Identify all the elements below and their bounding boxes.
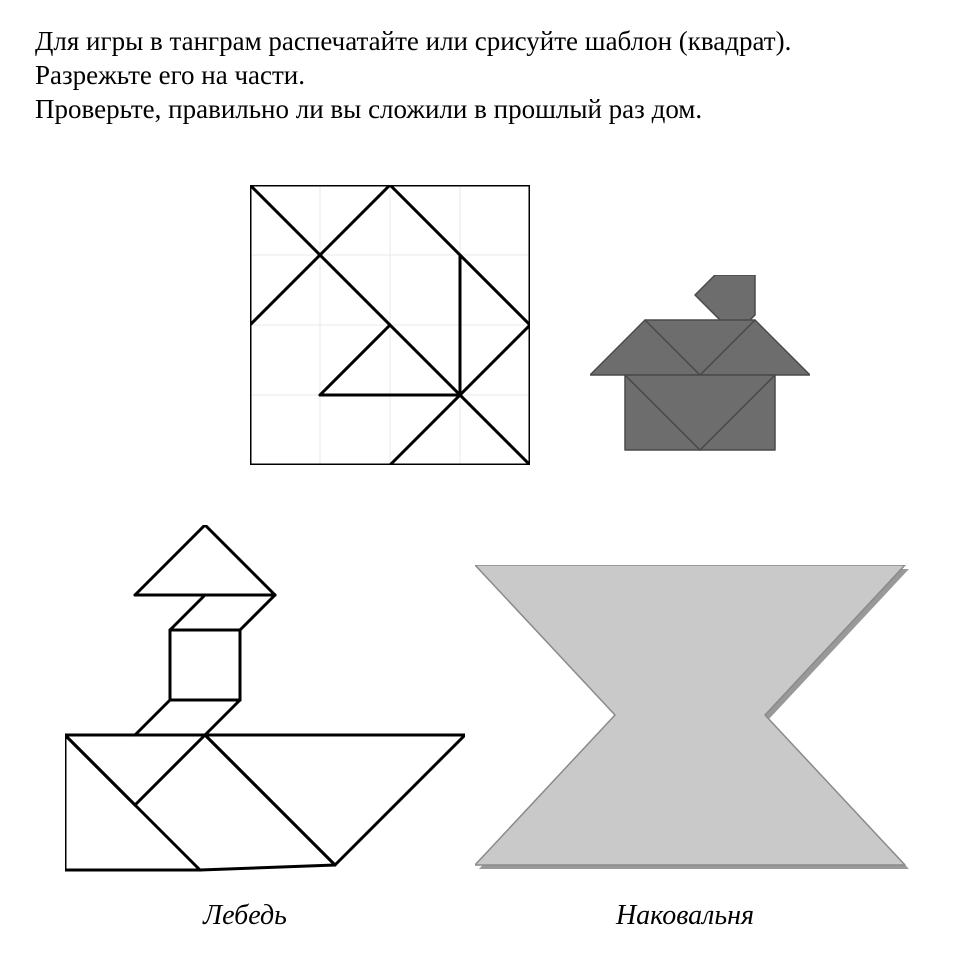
tangram-swan-figure — [65, 525, 465, 885]
tangram-template-square — [250, 185, 530, 465]
instruction-line-3: Проверьте, правильно ли вы сложили в про… — [35, 93, 919, 127]
tangram-house-figure — [590, 275, 810, 480]
anvil-caption: Наковальня — [565, 900, 805, 932]
diagram-area: Лебедь Наковальня — [0, 145, 954, 925]
tangram-anvil-figure — [475, 565, 915, 875]
swan-caption: Лебедь — [155, 900, 335, 932]
instruction-line-2: Разрежьте его на части. — [35, 59, 919, 93]
instructions-block: Для игры в танграм распечатайте или срис… — [35, 25, 919, 126]
instruction-line-1: Для игры в танграм распечатайте или срис… — [35, 25, 919, 59]
